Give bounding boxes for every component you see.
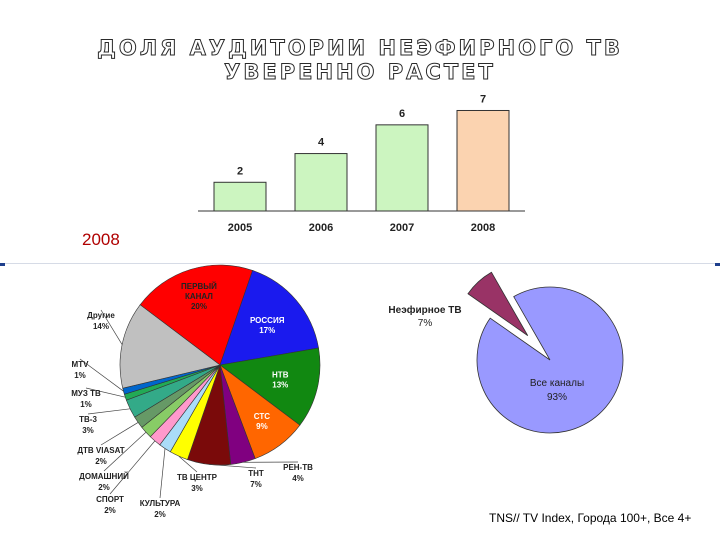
bar-2007 [375,124,429,212]
pie-value-6: 3% [191,484,203,493]
pie-label-0-line-2: 20% [191,302,207,311]
pie-leader-line-12 [85,387,126,398]
bar-value-label-2008: 7 [480,93,486,105]
bar-category-label-2005: 2005 [228,222,252,234]
slide-title-line-2: УВЕРЕННО РАСТЕТ [224,60,496,85]
bar-2008 [456,109,510,212]
source-note: TNS// TV Index, Города 100+, Все 4+ [489,511,692,525]
pie-leader-line-11 [87,408,131,415]
pie-value-13: 1% [74,371,86,380]
pie-slice-0 [139,264,253,366]
pie-label-8: СПОРТ [96,495,124,504]
pie-label-3-line-1: 9% [256,422,268,431]
pie-label-10: ДТВ VIASAT [77,446,124,455]
share-pie-label-1: Все каналы [530,378,584,389]
share-pie-slice-0 [467,271,529,336]
pie-label-1-line-1: 17% [259,326,275,335]
pie-leader-line-10 [100,422,139,446]
bar-category-label-2006: 2006 [309,222,333,234]
pie-leader-line-8 [109,440,156,495]
pie-leader-line-14 [100,309,123,345]
bar-value-label-2006: 4 [318,137,325,149]
left-edge-mark [0,263,5,266]
pie-label-11: ТВ-3 [79,415,97,424]
bar-category-label-2008: 2008 [471,222,495,234]
pie-label-13: MTV [72,360,90,369]
pie-label-0-line-1: КАНАЛ [185,292,213,301]
pie-value-7: 2% [154,510,166,519]
pie-label-5: ТНТ [248,469,264,478]
pie-label-2-line-0: НТВ [272,371,289,380]
share-pie-slice-1 [476,286,624,434]
bar-value-label-2005: 2 [237,165,243,177]
pie-slice-14 [119,304,221,389]
pie-label-4: РЕН-ТВ [283,463,313,472]
bar-category-label-2007: 2007 [390,222,414,234]
pie-label-2-line-1: 13% [272,381,288,390]
right-edge-mark [715,263,720,266]
year-label: 2008 [82,230,120,249]
pie-label-12: МУЗ ТВ [71,389,101,398]
share-pie-value-0: 7% [418,318,433,329]
pie-slice-1 [219,270,319,366]
pie-value-10: 2% [95,457,107,466]
pie-label-14: Другие [87,311,115,320]
pie-value-5: 7% [250,480,262,489]
bar-2005 [213,181,267,212]
bar-value-label-2007: 6 [399,108,405,120]
divider-line [0,263,720,264]
pie-value-14: 14% [93,322,109,331]
pie-value-4: 4% [292,474,304,483]
bar-2006 [294,153,348,212]
pie-slice-2 [219,347,321,426]
pie-value-12: 1% [80,400,92,409]
pie-label-0-line-0: ПЕРВЫЙ [181,282,217,291]
pie-leader-line-7 [159,448,166,499]
pie-leader-line-13 [79,358,124,392]
pie-leader-line-5 [208,464,257,469]
pie-label-3-line-0: СТС [254,412,270,421]
share-pie-label-0: Неэфирное ТВ [388,304,461,316]
pie-value-8: 2% [104,506,116,515]
pie-label-7: КУЛЬТУРА [140,499,181,508]
slide-title-line-1: ДОЛЯ АУДИТОРИИ НЕЭФИРНОГО ТВ [97,36,623,61]
pie-label-6: ТВ ЦЕНТР [177,473,218,482]
share-pie-value-1: 93% [547,392,567,403]
pie-value-9: 2% [98,483,110,492]
pie-leader-line-9 [103,431,147,472]
pie-label-9: ДОМАШНИЙ [79,472,129,481]
pie-label-1-line-0: РОССИЯ [250,316,285,325]
pie-value-11: 3% [82,426,94,435]
pie-leader-line-6 [178,455,198,473]
